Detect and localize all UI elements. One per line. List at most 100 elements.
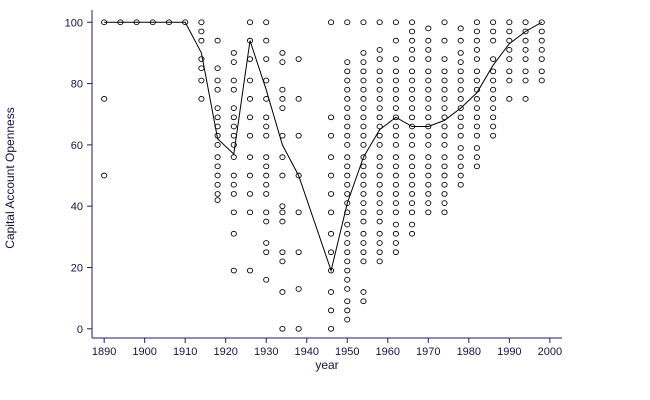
scatter-point <box>279 105 286 111</box>
scatter-point <box>425 142 432 148</box>
scatter-point <box>506 77 513 84</box>
scatter-point <box>392 172 399 179</box>
scatter-point <box>376 258 383 265</box>
scatter-point <box>230 86 237 93</box>
scatter-point <box>246 77 254 84</box>
scatter-point <box>263 114 270 121</box>
scatter-point <box>279 154 286 160</box>
scatter-point <box>295 172 302 179</box>
scatter-point <box>360 105 367 111</box>
scatter-point <box>473 19 480 26</box>
scatter-point <box>425 181 432 188</box>
scatter-point <box>506 28 513 35</box>
trend-line <box>104 21 542 273</box>
scatter-point <box>457 68 464 75</box>
scatter-point <box>538 77 545 84</box>
scatter-point <box>246 96 254 102</box>
scatter-point <box>360 154 367 160</box>
scatter-point <box>522 47 529 53</box>
scatter-point <box>441 142 448 148</box>
scatter-point <box>198 77 205 84</box>
scatter-point <box>344 258 351 265</box>
scatter-point <box>279 50 286 56</box>
trend-line-group <box>104 21 542 273</box>
scatter-point <box>392 142 399 148</box>
scatter-point <box>360 86 367 93</box>
scatter-point <box>279 218 286 225</box>
scatter-point <box>344 142 351 148</box>
scatter-point <box>230 132 237 139</box>
scatter-point <box>230 209 237 216</box>
scatter-point <box>376 132 383 139</box>
scatter-point <box>230 154 237 160</box>
scatter-point <box>246 114 254 121</box>
scatter-point <box>425 114 432 121</box>
scatter-point <box>425 77 432 84</box>
scatter-point <box>409 68 416 75</box>
scatter-point <box>457 163 464 170</box>
scatter-point <box>425 154 432 160</box>
scatter-point <box>360 258 367 265</box>
scatter-point <box>490 105 497 111</box>
scatter-point <box>441 191 448 197</box>
scatter-point <box>392 200 399 206</box>
scatter-point <box>295 209 302 216</box>
scatter-point <box>295 96 302 102</box>
axes <box>91 10 562 339</box>
scatter-point <box>441 96 448 102</box>
scatter-point <box>360 59 367 65</box>
scatter-point <box>263 123 270 130</box>
scatter-point <box>409 191 416 197</box>
scatter-point <box>360 200 367 206</box>
scatter-point <box>360 96 367 102</box>
scatter-point <box>263 218 270 225</box>
scatter-point <box>230 267 237 274</box>
scatter-point <box>230 77 237 84</box>
scatter-point <box>506 47 513 53</box>
scatter-point <box>538 19 545 26</box>
scatter-point <box>263 276 270 283</box>
scatter-point <box>441 19 448 26</box>
scatter-point <box>328 132 335 139</box>
scatter-point <box>473 154 480 160</box>
scatter-point <box>425 56 432 62</box>
scatter-point <box>344 240 351 246</box>
scatter-point <box>392 154 399 160</box>
scatter-point <box>360 209 367 216</box>
scatter-point <box>328 172 335 179</box>
scatter-point <box>214 114 221 121</box>
scatter-point <box>457 86 464 93</box>
scatter-point <box>328 289 335 295</box>
scatter-point <box>344 172 351 179</box>
scatter-point <box>376 209 383 216</box>
scatter-point <box>214 86 221 93</box>
scatter-point <box>425 96 432 102</box>
x-tick-label: 1900 <box>132 346 156 358</box>
scatter-point <box>344 316 351 323</box>
x-tick-label: 1950 <box>335 346 359 358</box>
y-tick-label: 60 <box>71 140 83 152</box>
scatter-point <box>490 68 497 75</box>
scatter-point <box>473 105 480 111</box>
scatter-point <box>473 56 480 62</box>
scatter-point <box>101 172 108 179</box>
scatter-point <box>490 19 497 26</box>
scatter-point <box>490 86 497 93</box>
scatter-point <box>360 77 367 84</box>
scatter-point <box>214 197 221 203</box>
scatter-point <box>263 181 270 188</box>
scatter-point <box>344 163 351 170</box>
scatter-point <box>360 181 367 188</box>
scatter-point <box>376 68 383 75</box>
scatter-point <box>360 191 367 197</box>
scatter-point <box>441 209 448 216</box>
scatter-point <box>522 37 529 44</box>
scatter-point <box>457 96 464 102</box>
scatter-point <box>344 276 351 283</box>
scatter-point <box>295 132 302 139</box>
scatter-point <box>409 56 416 62</box>
x-tick-label: 2000 <box>538 346 562 358</box>
scatter-point <box>457 77 464 84</box>
scatter-point <box>328 307 335 314</box>
